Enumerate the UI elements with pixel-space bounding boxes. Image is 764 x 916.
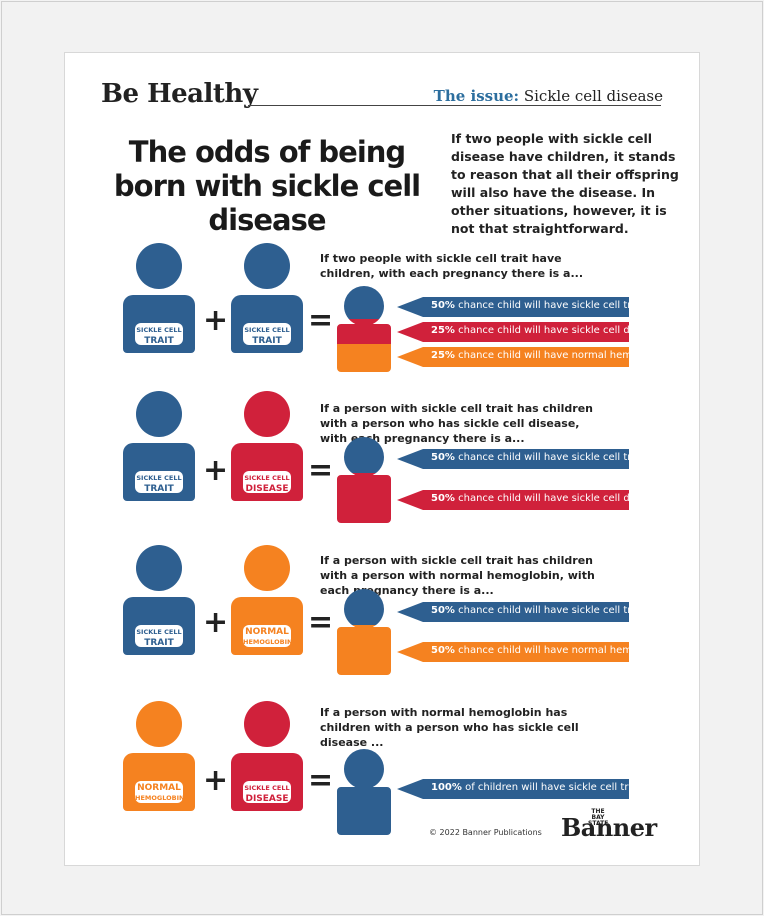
scenario-caption: If a person with normal hemoglobin has c…: [320, 706, 579, 749]
logo-wordmark: Banner: [561, 813, 657, 842]
intro-text: If two people with sickle cell disease h…: [451, 131, 679, 236]
parent-head: [244, 243, 290, 289]
outcome-arrow: 50% chance child will have sickle cell t…: [397, 297, 644, 317]
label-big: NORMAL: [245, 627, 289, 637]
outcome-percent: 50%: [431, 493, 455, 504]
parent-label: SICKLE CELL TRAIT: [135, 625, 183, 648]
section-brand: Be Healthy: [101, 79, 258, 109]
scenario-row-4: If a person with normal hemoglobin has c…: [65, 701, 699, 835]
parent-trait-figure: SICKLE CELL TRAIT: [231, 243, 303, 359]
label-big: TRAIT: [144, 336, 174, 346]
equals-sign: =: [308, 763, 334, 798]
outcome-arrow: 50% chance child will have normal hemogl…: [397, 642, 669, 662]
plus-sign: +: [203, 453, 229, 488]
label-big: TRAIT: [252, 336, 282, 346]
outcome-arrow: 50% chance child will have sickle cell t…: [397, 602, 644, 622]
equals-sign: =: [308, 303, 334, 338]
child-figure: [337, 589, 391, 675]
outcome-text: chance child will have sickle cell trait: [458, 452, 645, 463]
parent-trait-figure: SICKLE CELL TRAIT: [123, 545, 195, 661]
parent-label: NORMAL HEMOGLOBIN: [135, 781, 185, 803]
scenario-caption: If a person with sickle cell trait has c…: [320, 402, 593, 445]
outcome-arrow: 100% of children will have sickle cell t…: [397, 779, 641, 799]
parent-disease-figure: SICKLE CELL DISEASE: [231, 701, 303, 817]
outcome-percent: 100%: [431, 782, 462, 793]
outcome-arrow: 50% chance child will have sickle cell d…: [397, 490, 661, 510]
scenario-row-2: If a person with sickle cell trait has c…: [65, 391, 699, 531]
child-figure: [337, 437, 391, 523]
outcome-arrow: 25% chance child will have sickle cell d…: [397, 322, 661, 342]
equals-sign: =: [308, 453, 334, 488]
label-small: SICKLE CELL: [136, 628, 182, 636]
parent-head: [244, 701, 290, 747]
scenario-row-1: If two people with sickle cell trait hav…: [65, 243, 699, 381]
issue-line: The issue: Sickle cell disease: [434, 87, 663, 105]
plus-sign: +: [203, 605, 229, 640]
outcome-arrow: 25% chance child will have normal hemogl…: [397, 347, 669, 367]
outcome-text: chance child will have sickle cell disea…: [458, 325, 662, 336]
parent-normal-figure: NORMAL HEMOGLOBIN: [231, 545, 303, 661]
scenario-row-3: If a person with sickle cell trait has c…: [65, 545, 699, 683]
parent-label: SICKLE CELL TRAIT: [135, 323, 183, 346]
outcome-percent: 50%: [431, 300, 455, 311]
parent-label: SICKLE CELL DISEASE: [243, 781, 291, 804]
label-small: HEMOGLOBIN: [243, 638, 293, 646]
page-title: The odds of being born with sickle cell …: [113, 135, 421, 237]
parent-head: [244, 391, 290, 437]
issue-topic: Sickle cell disease: [523, 87, 663, 105]
issue-label: The issue:: [433, 87, 520, 105]
label-big: TRAIT: [144, 484, 174, 494]
parent-head: [244, 545, 290, 591]
outcome-text: chance child will have normal hemoglobin: [458, 350, 669, 361]
header-rule: [248, 105, 661, 106]
plus-sign: +: [203, 303, 229, 338]
parent-normal-figure: NORMAL HEMOGLOBIN: [123, 701, 195, 817]
parent-head: [136, 545, 182, 591]
scenario-caption: If two people with sickle cell trait hav…: [320, 252, 584, 280]
label-small: SICKLE CELL: [136, 474, 182, 482]
outcome-percent: 50%: [431, 605, 455, 616]
label-small: HEMOGLOBIN: [135, 794, 185, 802]
parent-label: SICKLE CELL DISEASE: [243, 471, 291, 494]
equals-sign: =: [308, 605, 334, 640]
outcome-percent: 25%: [431, 325, 455, 336]
label-small: SICKLE CELL: [244, 784, 290, 792]
plus-sign: +: [203, 763, 229, 798]
logo-tagline: THE BAY STATE: [588, 808, 609, 827]
parent-label: NORMAL HEMOGLOBIN: [243, 625, 293, 647]
outcome-text: chance child will have normal hemoglobin: [458, 645, 669, 656]
child-figure: [337, 749, 391, 835]
label-big: TRAIT: [144, 638, 174, 648]
parent-head: [136, 391, 182, 437]
label-big: DISEASE: [245, 484, 289, 494]
label-small: SICKLE CELL: [136, 326, 182, 334]
parent-label: SICKLE CELL TRAIT: [243, 323, 291, 346]
parent-head: [136, 243, 182, 289]
outcome-text: chance child will have sickle cell trait: [458, 605, 645, 616]
infographic-sheet: Be Healthy The issue: Sickle cell diseas…: [64, 52, 700, 866]
outcome-arrow: 50% chance child will have sickle cell t…: [397, 449, 644, 469]
outcome-percent: 50%: [431, 645, 455, 656]
copyright-notice: © 2022 Banner Publications: [429, 828, 542, 837]
outcome-text: chance child will have sickle cell trait: [458, 300, 645, 311]
child-figure: [337, 286, 391, 372]
scenario-caption: If a person with sickle cell trait has c…: [320, 554, 595, 597]
outcome-text: of children will have sickle cell trait: [465, 782, 642, 793]
outcome-text: chance child will have sickle cell disea…: [458, 493, 662, 504]
parent-head: [136, 701, 182, 747]
parent-trait-figure: SICKLE CELL TRAIT: [123, 243, 195, 359]
label-big: NORMAL: [137, 783, 181, 793]
label-big: DISEASE: [245, 794, 289, 804]
label-small: SICKLE CELL: [244, 326, 290, 334]
parent-label: SICKLE CELL TRAIT: [135, 471, 183, 494]
outcome-percent: 25%: [431, 350, 455, 361]
label-small: SICKLE CELL: [244, 474, 290, 482]
parent-trait-figure: SICKLE CELL TRAIT: [123, 391, 195, 507]
parent-disease-figure: SICKLE CELL DISEASE: [231, 391, 303, 507]
outcome-percent: 50%: [431, 452, 455, 463]
